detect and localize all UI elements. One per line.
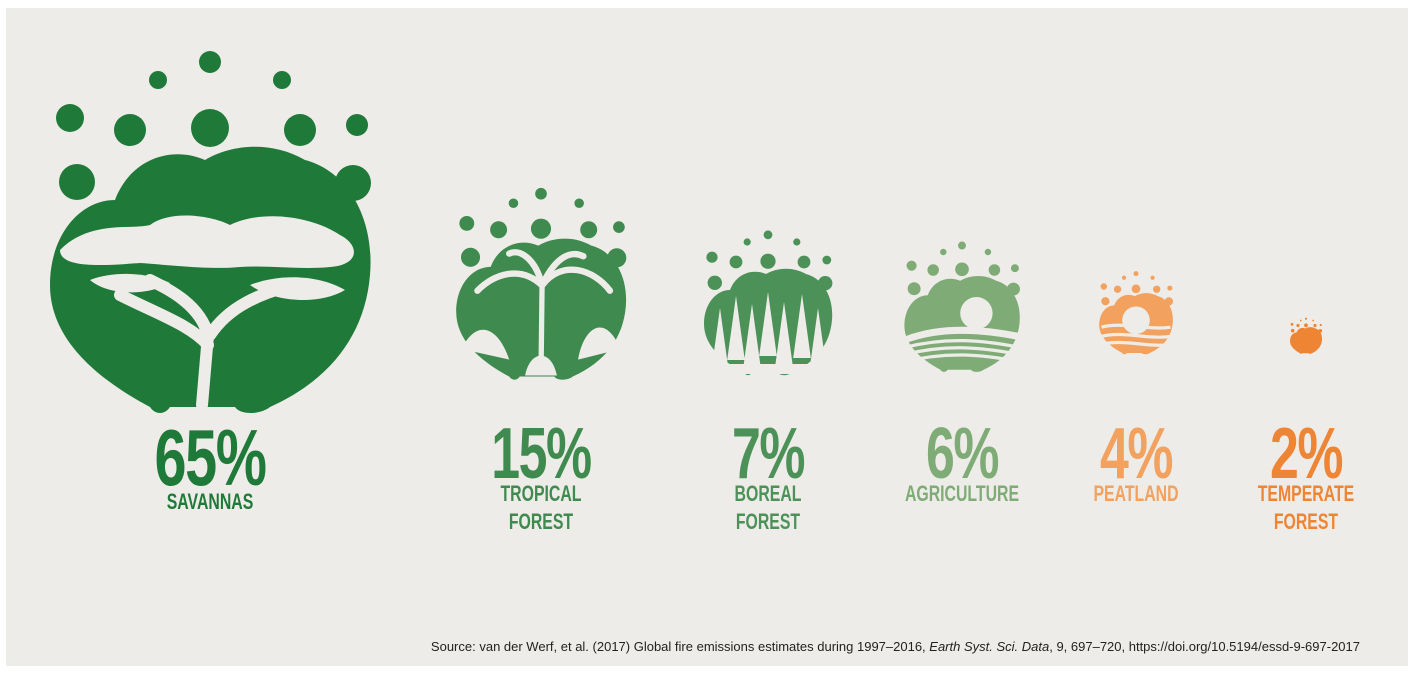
percentage-label: 15% [491,414,592,494]
percentage-label: 4% [1099,414,1173,494]
tropical-palm-icon [456,187,627,380]
category-label: SAVANNAS [124,488,297,516]
percentage-label: 7% [731,414,805,494]
category-label: PEATLAND [1050,480,1223,508]
category-label-line: SAVANNAS [166,489,254,514]
peatland-icon [1099,271,1174,355]
category-label: TEMPERATE FOREST [1220,480,1393,536]
agriculture-field-icon [904,241,1020,372]
category-label-line: FOREST [1273,509,1339,534]
boreal-pine-icon [704,230,833,376]
category-label-line: FOREST [508,509,574,534]
category-label-line: PEATLAND [1093,481,1179,506]
category-label-line: FOREST [735,509,801,534]
percentage-label: 65% [154,413,267,502]
category-label-line: TROPICAL [500,481,582,506]
category-label-line: AGRICULTURE [904,481,1020,506]
source-citation: Source: van der Werf, et al. (2017) Glob… [430,639,1360,654]
category-label: AGRICULTURE [876,480,1049,508]
category-label: TROPICAL FOREST [455,480,628,536]
category-label-line: TEMPERATE [1257,481,1355,506]
percentage-label: 6% [925,414,999,494]
percentage-label: 2% [1269,414,1343,494]
category-label-line: BOREAL [734,481,802,506]
savanna-tree-icon [50,51,371,413]
temperate-forest-icon [1290,317,1323,354]
category-label: BOREAL FOREST [682,480,855,536]
